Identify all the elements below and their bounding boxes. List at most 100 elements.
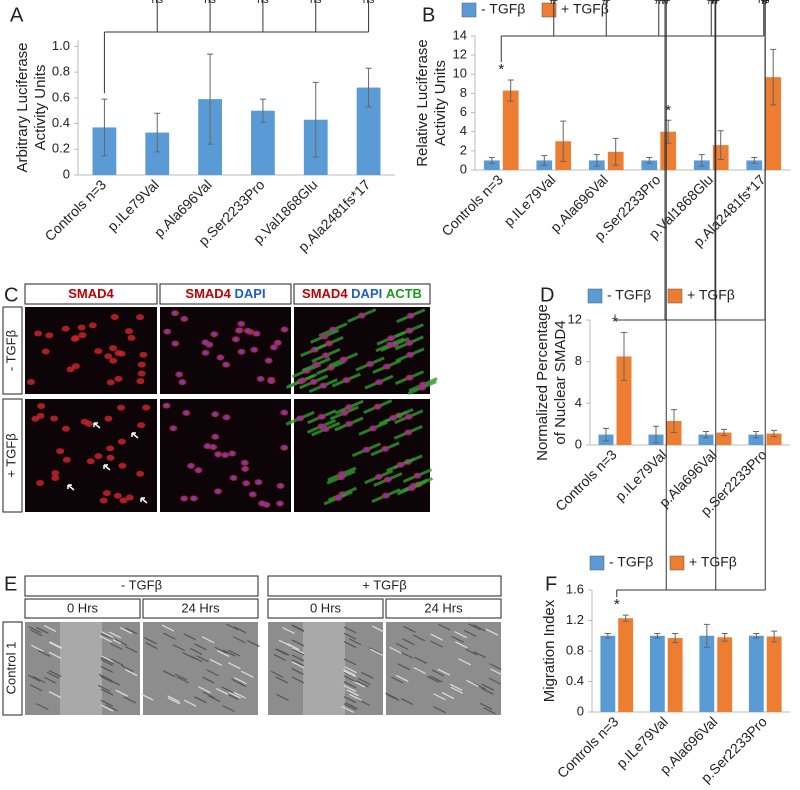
- cell-outline: [194, 643, 207, 651]
- y-tick-label: 14: [453, 27, 467, 42]
- panel-letter: D: [540, 284, 554, 306]
- nucleus: [376, 474, 381, 480]
- cell-outline: [100, 665, 114, 673]
- cell-outline: [427, 675, 440, 683]
- cell: [119, 497, 128, 504]
- nucleus: [419, 385, 425, 390]
- y-axis-title: Migration Index: [541, 599, 558, 702]
- cell-outline: [109, 642, 123, 650]
- cell-outline: [124, 669, 138, 677]
- cell-outline: [343, 681, 357, 689]
- error-bar: [721, 632, 728, 642]
- nucleus: [224, 415, 229, 420]
- row-label-box: [2, 306, 23, 395]
- bar: [649, 635, 665, 712]
- cell-outline: [463, 629, 477, 638]
- x-tick-label: Controls n=3: [438, 171, 506, 239]
- cell-outline: [473, 682, 486, 690]
- scratch-gap: [303, 622, 345, 715]
- bar: [483, 160, 500, 170]
- nucleus: [165, 329, 170, 334]
- cell-outline: [227, 649, 241, 657]
- bar: [748, 635, 764, 712]
- cell-outline: [397, 663, 411, 671]
- cell-outline: [468, 623, 481, 631]
- panel-letter: F: [545, 573, 557, 595]
- nucleus: [319, 424, 324, 429]
- cell: [139, 351, 148, 358]
- cell-outline: [343, 671, 357, 679]
- cell-outline: [233, 691, 246, 699]
- cell-outline: [291, 648, 305, 656]
- cell-outline: [144, 637, 157, 645]
- cell-outline: [110, 658, 124, 666]
- cell-outline: [291, 639, 305, 647]
- nucleus: [338, 474, 344, 480]
- nucleus: [376, 379, 382, 385]
- cell-outline: [225, 623, 239, 631]
- cell-outline: [124, 627, 138, 635]
- cell: [104, 353, 113, 360]
- cell: [61, 425, 70, 432]
- nucleus: [409, 485, 414, 491]
- cell-outline: [291, 654, 305, 662]
- bar: [618, 618, 634, 712]
- header-label: SMAD4 DAPI: [185, 286, 265, 301]
- error-bar: [698, 154, 705, 167]
- cell-outline: [400, 651, 414, 659]
- cell: [109, 357, 118, 364]
- cell-outline: [291, 647, 305, 655]
- nucleus: [407, 340, 412, 346]
- header-box: [24, 598, 141, 619]
- cell-outline: [481, 683, 494, 691]
- cell-outline: [167, 695, 180, 703]
- bar: [746, 160, 763, 170]
- bar: [660, 131, 677, 170]
- cell-outline: [215, 688, 229, 696]
- cell-outline: [100, 655, 114, 663]
- y-axis-title-line: Normalized Percentage: [534, 304, 551, 461]
- nucleus: [300, 378, 305, 383]
- significance-label: *: [498, 61, 504, 78]
- nucleus: [264, 502, 269, 508]
- legend-label: + TGFβ: [561, 1, 609, 17]
- row-label-box: [2, 621, 23, 716]
- arrow: [103, 464, 111, 471]
- time-label: 24 Hrs: [424, 600, 463, 615]
- header-label: SMAD4: [68, 286, 114, 301]
- nucleus: [188, 463, 194, 469]
- nucleus: [242, 466, 248, 472]
- cell-outline: [121, 665, 134, 673]
- nucleus: [359, 313, 364, 318]
- cell-outline: [438, 623, 451, 631]
- error-bar: [154, 112, 161, 153]
- cell-outline: [291, 659, 305, 667]
- cell: [106, 454, 115, 461]
- cell-outline: [216, 650, 230, 658]
- cell-outline: [352, 680, 366, 688]
- phase-image: [386, 622, 501, 715]
- error-bar: [312, 81, 319, 158]
- legend-swatch: [541, 2, 557, 18]
- nucleus: [231, 475, 236, 481]
- nucleus: [233, 337, 239, 342]
- cell: [37, 402, 46, 409]
- nucleus: [385, 477, 391, 482]
- error-bar: [259, 98, 266, 123]
- legend-label: - TGFβ: [609, 554, 653, 570]
- nucleus: [278, 483, 283, 489]
- cell-outline: [343, 626, 357, 634]
- condition-label: - TGFβ: [121, 577, 162, 592]
- error-bar: [753, 632, 760, 639]
- cell-outline: [174, 673, 188, 681]
- bar: [502, 90, 519, 170]
- nucleus: [407, 328, 412, 333]
- bar: [145, 132, 170, 175]
- cell-outline: [145, 642, 158, 650]
- cell-outline: [430, 633, 443, 641]
- y-axis-title: Relative LuciferaseActivity Units: [414, 39, 449, 167]
- cell-outline: [390, 676, 404, 684]
- cell-outline: [430, 640, 443, 648]
- cell: [50, 415, 59, 422]
- error-bar: [672, 632, 679, 644]
